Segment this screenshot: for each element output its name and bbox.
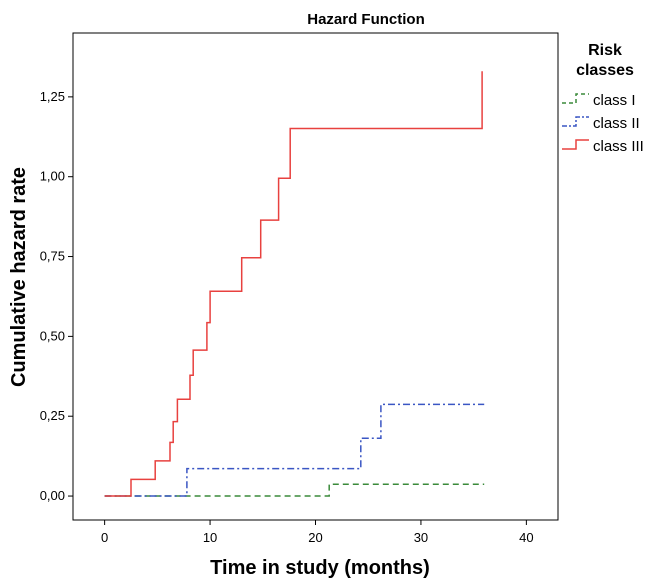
y-tick-label: 0,75	[40, 249, 65, 264]
chart-title: Hazard Function	[307, 11, 425, 28]
x-tick-label: 10	[203, 530, 217, 545]
y-tick-label: 0,00	[40, 488, 65, 503]
legend-item-class-iii: class III	[562, 138, 644, 155]
x-tick-label: 30	[414, 530, 428, 545]
y-tick-label: 1,00	[40, 169, 65, 184]
legend-title-line-1: Risk	[588, 42, 622, 59]
series-line-class-i	[104, 483, 485, 497]
legend-label: class II	[593, 115, 640, 132]
x-axis-ticks: 0 10 20 30 40	[101, 520, 534, 545]
y-tick-label: 1,25	[40, 89, 65, 104]
legend-item-class-i: class I	[562, 92, 636, 109]
legend-symbol	[562, 116, 589, 127]
series-line-class-ii	[104, 403, 485, 497]
legend-item-class-ii: class II	[562, 115, 640, 132]
series-line-class-iii	[104, 71, 483, 497]
legend-symbol	[562, 139, 589, 150]
y-axis-title: Cumulative hazard rate	[8, 167, 30, 387]
x-tick-label: 20	[308, 530, 322, 545]
y-tick-label: 0,50	[40, 328, 65, 343]
x-tick-label: 40	[519, 530, 533, 545]
legend-label: class I	[593, 92, 636, 109]
x-tick-label: 0	[101, 530, 108, 545]
plot-frame	[72, 32, 559, 521]
x-axis-title: Time in study (months)	[210, 557, 430, 579]
y-axis-ticks: 0,00 0,25 0,50 0,75 1,00 1,25	[40, 89, 73, 503]
legend-label: class III	[593, 138, 644, 155]
y-tick-label: 0,25	[40, 408, 65, 423]
legend-items: class I class II class III	[562, 92, 644, 155]
series-layer	[104, 71, 485, 497]
legend: Risk classes class I class II class III	[562, 42, 644, 155]
legend-title-line-2: classes	[576, 62, 634, 79]
legend-symbol	[562, 93, 589, 104]
